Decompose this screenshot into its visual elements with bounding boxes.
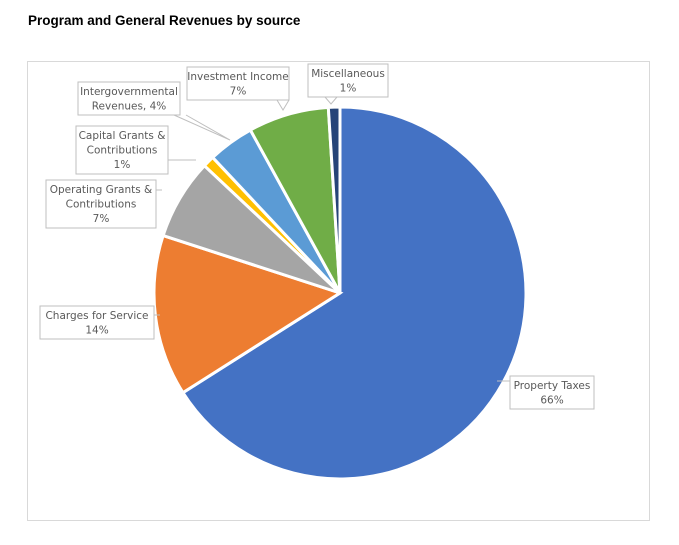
data-label-intergovernmental-revenues: Intergovernmental Revenues, 4% bbox=[77, 81, 231, 141]
data-label-charges-for-service: Charges for Service 14% bbox=[39, 305, 160, 340]
svg-text:Operating Grants &: Operating Grants & bbox=[50, 184, 153, 196]
svg-text:Miscellaneous: Miscellaneous bbox=[311, 68, 385, 80]
pie-slice-miscellaneous bbox=[326, 105, 342, 294]
chart-title: Program and General Revenues by source bbox=[28, 13, 301, 28]
svg-text:1%: 1% bbox=[340, 83, 357, 95]
svg-text:Revenues, 4%: Revenues, 4% bbox=[92, 101, 167, 113]
svg-text:Investment Income: Investment Income bbox=[187, 71, 288, 83]
pie-slice-charges-for-service bbox=[152, 233, 344, 395]
data-label-miscellaneous: Miscellaneous 1% bbox=[307, 63, 389, 105]
svg-text:Capital Grants &: Capital Grants & bbox=[79, 130, 166, 142]
svg-text:7%: 7% bbox=[230, 86, 247, 98]
data-label-capital-grants-contributions: Capital Grants & Contributions 1% bbox=[75, 125, 196, 175]
svg-text:1%: 1% bbox=[114, 159, 131, 171]
svg-text:66%: 66% bbox=[540, 395, 563, 407]
data-label-operating-grants-contributions: Operating Grants & Contributions 7% bbox=[45, 179, 162, 229]
svg-text:Property Taxes: Property Taxes bbox=[514, 380, 591, 392]
svg-text:Intergovernmental: Intergovernmental bbox=[80, 86, 178, 98]
chart-frame bbox=[27, 61, 650, 521]
data-label-property-taxes: Property Taxes 66% bbox=[497, 375, 595, 410]
svg-text:Contributions: Contributions bbox=[66, 199, 137, 211]
svg-text:7%: 7% bbox=[93, 213, 110, 225]
pie-slices bbox=[152, 105, 528, 481]
data-labels: Property Taxes 66% Charges for Service 14% O… bbox=[39, 63, 595, 410]
pie-slice-property-taxes bbox=[180, 105, 528, 481]
svg-text:Contributions: Contributions bbox=[87, 145, 158, 157]
svg-text:14%: 14% bbox=[85, 325, 108, 337]
svg-text:Charges for Service: Charges for Service bbox=[45, 310, 148, 322]
data-label-investment-income: Investment Income 7% bbox=[186, 66, 290, 111]
